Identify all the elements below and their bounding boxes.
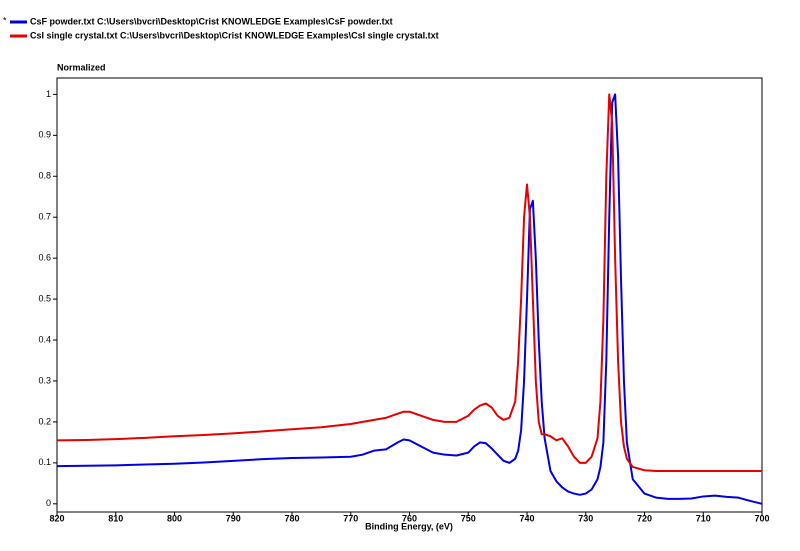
y-tick-label: 0.2 — [38, 416, 51, 426]
y-tick-label: 0.4 — [38, 334, 51, 344]
y-tick-label: 0.5 — [38, 293, 51, 303]
y-tick-label: 0.1 — [38, 457, 51, 467]
legend-label: CsF powder.txt C:\Users\bvcri\Desktop\Cr… — [30, 16, 393, 26]
x-tick-label: 780 — [284, 513, 299, 523]
y-tick-label: 0 — [46, 498, 51, 508]
x-tick-label: 740 — [519, 513, 534, 523]
x-tick-label: 770 — [343, 513, 358, 523]
series-line — [56, 93, 762, 473]
x-axis-label: Binding Energy, (eV) — [365, 521, 453, 531]
x-tick-label: 710 — [696, 513, 711, 523]
x-tick-label: 760 — [402, 513, 417, 523]
legend-label: CsI single crystal.txt C:\Users\bvcri\De… — [30, 30, 439, 40]
x-tick-label: 720 — [637, 513, 652, 523]
y-tick-label: 0.7 — [38, 212, 51, 222]
active-marker: * — [3, 15, 7, 25]
plot-frame — [56, 77, 763, 513]
x-tick-label: 820 — [49, 513, 64, 523]
y-axis-label: Normalized — [57, 62, 106, 72]
x-tick-label: 800 — [167, 513, 182, 523]
x-tick-label: 810 — [108, 513, 123, 523]
y-tick-label: 1 — [46, 89, 51, 99]
series-line — [56, 93, 763, 505]
y-tick-label: 0.8 — [38, 171, 51, 181]
x-tick-label: 750 — [461, 513, 476, 523]
y-tick-label: 0.6 — [38, 253, 51, 263]
x-tick-label: 730 — [578, 513, 593, 523]
y-tick-label: 0.9 — [38, 130, 51, 140]
x-tick-label: 700 — [754, 513, 769, 523]
x-tick-label: 790 — [226, 513, 241, 523]
y-tick-label: 0.3 — [38, 375, 51, 385]
